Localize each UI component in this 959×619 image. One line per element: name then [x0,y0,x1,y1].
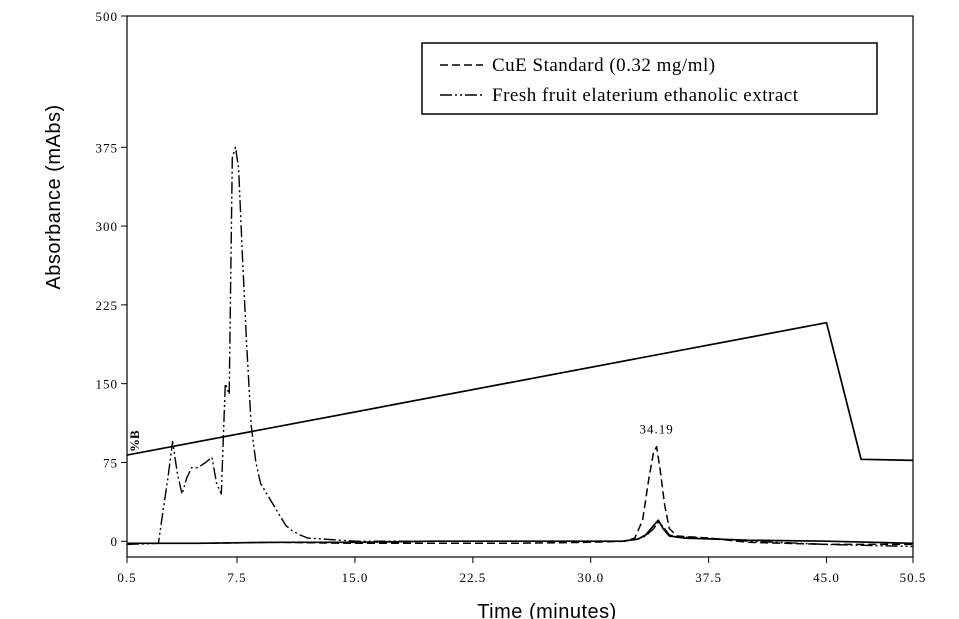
peak-label: 34.19 [639,421,673,436]
y-tick-label: 150 [96,377,119,392]
x-tick-label: 15.0 [342,570,369,585]
gradient-percent-b-line [126,321,914,462]
y-tick-label: 225 [96,298,119,313]
x-axis-title: Time (minutes) [477,601,617,619]
x-tick-label: 0.5 [117,570,136,585]
y-tick-label: 300 [96,219,119,234]
axes-group [126,15,914,558]
x-tick-label: 50.5 [900,570,927,585]
legend-label-cue: CuE Standard (0.32 mg/ml) [492,55,716,76]
annotations-group: 34.19 %B [127,421,673,452]
y-tick-label: 0 [111,534,119,549]
series-group [126,146,914,548]
y-tick-label: 500 [96,9,119,24]
extract-line [126,146,914,548]
x-tick-label: 37.5 [695,570,722,585]
legend: CuE Standard (0.32 mg/ml) Fresh fruit el… [421,42,878,115]
cue-standard-line [127,445,913,546]
x-tick-label: 45.0 [813,570,840,585]
ticks-group: 0.5 7.5 15.0 22.5 30.0 37.5 45.0 50.5 0 75 150 225 3… [96,9,927,585]
x-tick-label: 22.5 [459,570,486,585]
x-tick-label: 7.5 [227,570,246,585]
percent-b-label: %B [127,430,142,452]
plot-frame [126,15,914,558]
y-tick-label: 75 [103,455,118,470]
y-axis-title: Absorbance (mAbs) [43,104,65,289]
y-tick-label: 375 [96,140,119,155]
legend-box [421,42,878,115]
legend-label-extract: Fresh fruit elaterium ethanolic extract [492,85,799,106]
baseline-trace-line [127,519,914,545]
x-tick-label: 30.0 [577,570,604,585]
